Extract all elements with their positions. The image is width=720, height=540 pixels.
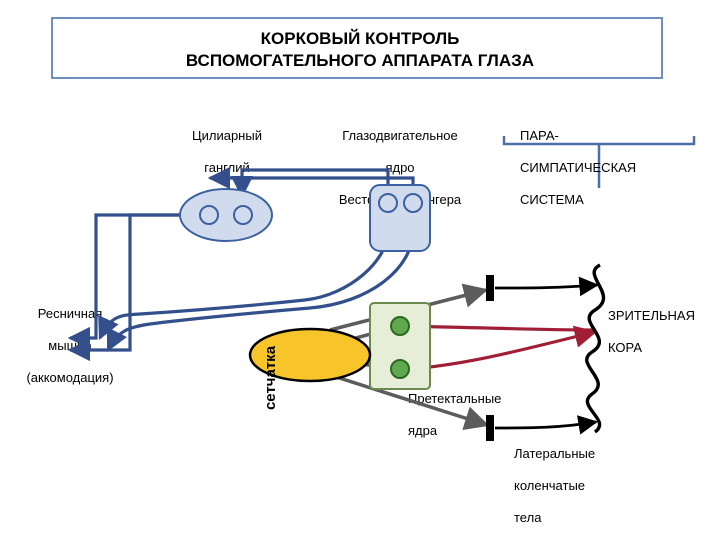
label-retina: сетчатка xyxy=(262,345,279,410)
label-parasymp-3: СИСТЕМА xyxy=(520,192,584,207)
label-visual-cortex-2: КОРА xyxy=(608,340,642,355)
om-dot-2 xyxy=(404,194,422,212)
label-ciliary-ganglion-1: Цилиарный xyxy=(192,128,262,143)
edge-blue-6 xyxy=(108,231,413,350)
label-lgn-1: Латеральные xyxy=(514,446,595,461)
label-visual-cortex-1: ЗРИТЕЛЬНАЯ xyxy=(608,308,695,323)
label-lgn-3: тела xyxy=(514,510,542,525)
lgn-slab-1 xyxy=(486,275,494,301)
title-line1: КОРКОВЫЙ КОНТРОЛЬ xyxy=(261,29,460,48)
visual-cortex-wave xyxy=(587,265,604,432)
pt-dot-1 xyxy=(391,317,409,335)
ciliary-ganglion-node xyxy=(180,189,272,241)
lgn-slab-2 xyxy=(486,415,494,441)
title-line2: ВСПОМОГАТЕЛЬНОГО АППАРАТА ГЛАЗА xyxy=(186,51,534,70)
edge-red-2 xyxy=(408,332,595,369)
om-dot-1 xyxy=(379,194,397,212)
edge-black-2 xyxy=(495,422,596,428)
pt-dot-2 xyxy=(391,360,409,378)
label-pretectal-2: ядра xyxy=(408,423,438,438)
edge-black-1 xyxy=(495,285,597,288)
oculomotor-node xyxy=(370,185,430,251)
label-ciliary-muscle-3: (аккомодация) xyxy=(26,370,113,385)
label-lgn-2: коленчатые xyxy=(514,478,585,493)
edge-blue-5 xyxy=(100,231,388,338)
label-oculomotor-1: Глазодвигательное xyxy=(342,128,458,143)
cg-dot-2 xyxy=(234,206,252,224)
cg-dot-1 xyxy=(200,206,218,224)
label-oculomotor-2: ядро xyxy=(385,160,414,175)
label-ciliary-muscle-1: Ресничная xyxy=(38,306,103,321)
edges xyxy=(70,170,597,428)
label-parasymp-2: СИМПАТИЧЕСКАЯ xyxy=(520,160,636,175)
label-parasymp-1: ПАРА- xyxy=(520,128,559,143)
